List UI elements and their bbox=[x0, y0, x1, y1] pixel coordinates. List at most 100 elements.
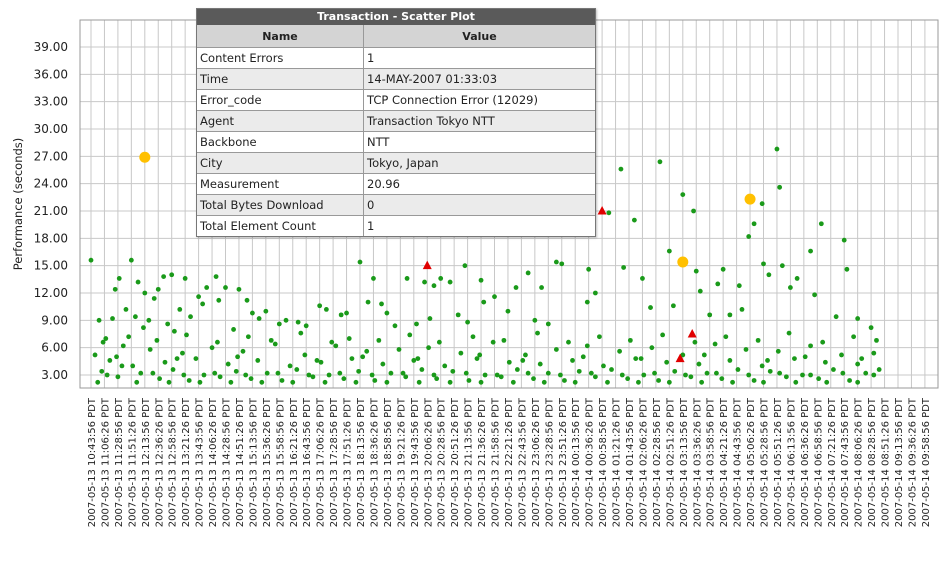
tooltip-row-name: Agent bbox=[197, 110, 364, 132]
data-point bbox=[419, 367, 425, 372]
data-point bbox=[755, 337, 761, 343]
tooltip-header-name: Name bbox=[197, 25, 364, 48]
data-point bbox=[337, 370, 343, 376]
data-point bbox=[438, 276, 444, 281]
data-point bbox=[323, 307, 329, 312]
y-tick-label: 36.00 bbox=[34, 67, 68, 81]
data-point bbox=[523, 352, 528, 358]
data-point bbox=[250, 310, 255, 316]
data-point bbox=[263, 308, 269, 314]
x-tick-label: 2007-05-13 18:36:26 PDT bbox=[369, 397, 380, 527]
x-tick-label: 2007-05-13 13:43:56 PDT bbox=[195, 397, 206, 527]
data-point bbox=[566, 339, 571, 345]
data-point bbox=[859, 356, 865, 361]
data-point bbox=[442, 363, 448, 369]
tooltip-row: Measurement 20.96 bbox=[197, 173, 595, 195]
tooltip-row-name: Backbone bbox=[197, 131, 364, 153]
data-point bbox=[371, 276, 376, 281]
data-point bbox=[693, 268, 699, 274]
data-point bbox=[570, 358, 575, 363]
data-point bbox=[730, 379, 735, 385]
data-point bbox=[171, 328, 177, 334]
y-tick-label: 6.00 bbox=[41, 341, 68, 355]
data-point bbox=[840, 370, 846, 376]
data-point bbox=[422, 279, 427, 285]
data-point bbox=[228, 379, 234, 385]
data-point bbox=[641, 372, 647, 378]
x-tick-label: 2007-05-13 23:28:56 PDT bbox=[544, 397, 555, 527]
data-point bbox=[844, 266, 850, 272]
tooltip-row: Total Bytes Download 0 bbox=[197, 194, 595, 216]
data-point bbox=[680, 352, 686, 358]
data-point bbox=[601, 363, 606, 369]
data-point bbox=[727, 358, 733, 363]
x-tick-label: 2007-05-13 15:58:56 PDT bbox=[275, 397, 286, 527]
tooltip-row: City Tokyo, Japan bbox=[197, 152, 595, 174]
x-tick-label: 2007-05-13 21:13:56 PDT bbox=[464, 397, 475, 527]
data-point bbox=[287, 363, 293, 369]
data-point bbox=[539, 285, 544, 290]
data-point bbox=[240, 348, 246, 354]
data-point bbox=[344, 310, 349, 316]
x-tick-label: 2007-05-14 04:43:56 PDT bbox=[733, 397, 744, 527]
x-tick-label: 2007-05-14 02:51:26 PDT bbox=[665, 397, 676, 527]
data-point bbox=[767, 368, 773, 374]
data-point bbox=[245, 334, 251, 340]
data-point bbox=[436, 339, 442, 345]
data-point bbox=[466, 378, 472, 383]
data-point bbox=[820, 339, 826, 345]
data-point bbox=[369, 372, 375, 378]
x-tick-label: 2007-05-14 09:58:56 PDT bbox=[921, 397, 932, 527]
data-point bbox=[403, 374, 409, 380]
tooltip-row-name: Content Errors bbox=[197, 47, 364, 69]
data-point bbox=[465, 319, 470, 325]
data-point bbox=[777, 184, 783, 190]
data-point bbox=[680, 192, 686, 198]
data-point bbox=[364, 348, 370, 354]
data-point bbox=[216, 297, 222, 303]
tooltip-row-value: 14-MAY-2007 01:33:03 bbox=[363, 68, 595, 90]
data-point bbox=[666, 248, 672, 254]
data-point bbox=[365, 299, 371, 305]
data-point bbox=[290, 379, 296, 385]
data-point bbox=[720, 266, 726, 272]
data-point bbox=[283, 317, 289, 323]
data-point bbox=[525, 370, 531, 376]
data-point bbox=[329, 339, 335, 345]
data-point bbox=[123, 307, 129, 312]
data-point bbox=[558, 372, 563, 378]
error-point-marker bbox=[597, 206, 607, 215]
y-tick-label: 3.00 bbox=[41, 368, 68, 382]
x-tick-label: 2007-05-14 07:21:26 PDT bbox=[827, 397, 838, 527]
data-point bbox=[416, 379, 422, 385]
data-point bbox=[346, 336, 352, 341]
data-point bbox=[794, 276, 800, 281]
data-point bbox=[759, 201, 765, 207]
data-point bbox=[586, 266, 592, 272]
data-point bbox=[786, 330, 792, 336]
data-point bbox=[259, 379, 265, 385]
point-tooltip: Transaction - Scatter Plot Name Value Co… bbox=[196, 8, 596, 237]
data-point bbox=[847, 378, 852, 383]
data-point bbox=[112, 286, 118, 292]
y-tick-label: 27.00 bbox=[34, 149, 68, 163]
x-tick-label: 2007-05-14 03:58:56 PDT bbox=[706, 397, 717, 527]
tooltip-row-value: TCP Connection Error (12029) bbox=[363, 89, 595, 111]
data-point bbox=[664, 359, 670, 365]
x-tick-label: 2007-05-13 21:36:26 PDT bbox=[477, 397, 488, 527]
data-point bbox=[592, 290, 598, 296]
data-point bbox=[751, 378, 757, 383]
x-tick-label: 2007-05-13 16:21:26 PDT bbox=[289, 397, 300, 527]
tooltip-row-value: 1 bbox=[363, 47, 595, 69]
data-point bbox=[841, 237, 847, 243]
tooltip-row: Agent Transaction Tokyo NTT bbox=[197, 110, 595, 132]
data-point bbox=[170, 367, 176, 372]
data-point bbox=[606, 210, 612, 216]
x-tick-label: 2007-05-13 23:06:26 PDT bbox=[531, 397, 542, 527]
data-point bbox=[434, 376, 440, 382]
data-point bbox=[851, 334, 857, 340]
tooltip-row-name: Error_code bbox=[197, 89, 364, 111]
data-point bbox=[458, 350, 464, 356]
data-point bbox=[217, 374, 223, 380]
x-tick-label: 2007-05-14 00:13:56 PDT bbox=[571, 397, 582, 527]
